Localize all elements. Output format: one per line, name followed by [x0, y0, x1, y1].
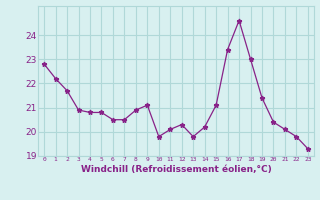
X-axis label: Windchill (Refroidissement éolien,°C): Windchill (Refroidissement éolien,°C)	[81, 165, 271, 174]
